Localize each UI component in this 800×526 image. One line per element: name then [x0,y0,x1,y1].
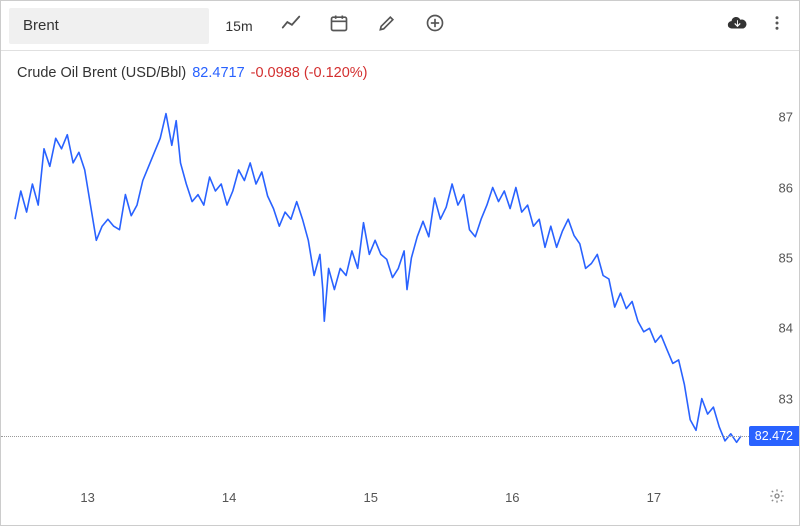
x-tick-label: 14 [222,490,236,505]
date-range-button[interactable] [317,8,361,44]
current-price-value: 82.472 [755,429,793,443]
symbol-input[interactable]: Brent [9,8,209,44]
draw-button[interactable] [365,8,409,44]
y-tick-label: 83 [779,391,793,406]
add-indicator-button[interactable] [413,8,457,44]
y-tick-label: 85 [779,250,793,265]
price-chart [1,89,800,509]
y-tick-label: 84 [779,321,793,336]
pencil-icon [377,13,397,38]
symbol-label: Brent [23,17,59,34]
instrument-price: 82.4717 [192,65,244,81]
x-tick-label: 16 [505,490,519,505]
y-axis: 83 84 85 86 87 [749,89,799,509]
cloud-download-icon [726,12,748,39]
plus-circle-icon [425,13,445,38]
current-price-line [1,436,749,437]
chart-info-row: Crude Oil Brent (USD/Bbl) 82.4717 -0.098… [1,51,799,89]
more-options-button[interactable] [763,8,791,44]
x-tick-label: 17 [647,490,661,505]
instrument-change: -0.0988 (-0.120%) [251,65,368,81]
chart-settings-button[interactable] [769,488,785,509]
x-axis: 13 14 15 16 17 [1,485,799,509]
interval-label: 15m [225,18,252,34]
calendar-icon [329,13,349,38]
instrument-title: Crude Oil Brent (USD/Bbl) [17,65,186,81]
current-price-badge: 82.472 [749,426,799,446]
x-tick-label: 13 [80,490,94,505]
chart-type-button[interactable] [269,8,313,44]
toolbar: Brent 15m [1,1,799,51]
more-vertical-icon [768,14,786,37]
gear-icon [769,491,785,508]
line-chart-icon [280,12,302,39]
y-tick-label: 87 [779,110,793,125]
chart-area[interactable]: 83 84 85 86 87 13 14 15 16 17 82.472 [1,89,799,509]
download-button[interactable] [715,8,759,44]
y-tick-label: 86 [779,180,793,195]
interval-button[interactable]: 15m [213,8,265,44]
x-tick-label: 15 [364,490,378,505]
